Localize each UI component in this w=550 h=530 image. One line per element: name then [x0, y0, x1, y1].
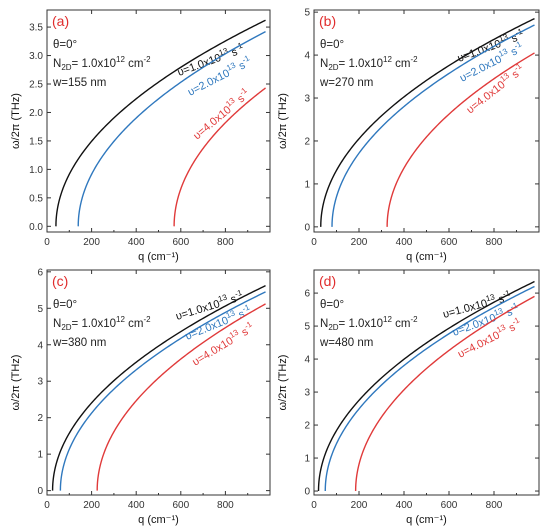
density-label: N2D= 1.0x1012 cm-2 — [53, 55, 151, 72]
x-tick-label: 0 — [44, 237, 50, 248]
theta-label: θ=0° — [320, 299, 344, 311]
y-tick-label: 1 — [37, 450, 43, 461]
x-tick-label: 400 — [396, 237, 413, 248]
y-tick-label: 0 — [37, 486, 43, 497]
chart-panel: 0 200 400 600 800 0 1 2 3 4 5 6 q (cm⁻¹) ω/2π (THz) (d… — [277, 269, 540, 526]
width-label: w=155 nm — [52, 77, 106, 89]
y-tick-label: 1 — [304, 454, 310, 465]
y-tick-label: 1 — [304, 179, 310, 190]
y-tick-label: 6 — [37, 267, 43, 278]
series-line — [354, 295, 535, 492]
x-tick-label: 400 — [128, 237, 145, 248]
y-tick-label: 0 — [304, 222, 310, 233]
y-tick-label: 6 — [304, 289, 310, 300]
y-tick-label: 2.5 — [29, 80, 43, 91]
series-line — [59, 291, 266, 491]
series-label: υ=1.0x1013 s-1 — [175, 41, 246, 79]
series-label: υ=1.0x1013 s-1 — [173, 288, 245, 323]
x-tick-label: 600 — [441, 237, 458, 248]
plot-frame — [313, 9, 540, 233]
x-tick-label: 0 — [311, 237, 317, 248]
series-line — [320, 17, 535, 227]
y-tick-label: 5 — [304, 8, 310, 19]
panel-label: (d) — [319, 273, 336, 289]
y-tick-label: 4 — [37, 340, 43, 351]
x-tick-label: 600 — [172, 500, 189, 511]
y-axis-label: ω/2π (THz) — [10, 355, 22, 411]
y-tick-label: 0.5 — [29, 193, 43, 204]
x-tick-label: 400 — [128, 500, 145, 511]
series-line — [55, 19, 266, 227]
series-line — [77, 31, 266, 227]
y-tick-label: 1.5 — [29, 136, 43, 147]
x-tick-label: 0 — [44, 500, 50, 511]
x-tick-label: 200 — [83, 500, 100, 511]
y-tick-label: 0.0 — [29, 222, 43, 233]
y-axis-label: ω/2π (THz) — [10, 93, 22, 149]
x-tick-label: 800 — [217, 237, 234, 248]
panel-label: (a) — [52, 13, 69, 29]
panel-label: (b) — [319, 13, 336, 29]
y-tick-label: 3 — [304, 94, 310, 105]
series-line — [331, 24, 535, 227]
y-tick-label: 5 — [37, 304, 43, 315]
x-axis-label: q (cm⁻¹) — [138, 514, 179, 526]
y-tick-label: 5 — [304, 322, 310, 333]
y-tick-label: 2 — [304, 421, 310, 432]
theta-label: θ=0° — [320, 39, 344, 51]
y-tick-label: 2 — [37, 413, 43, 424]
series-line — [96, 303, 266, 491]
x-tick-label: 200 — [351, 500, 368, 511]
width-label: w=480 nm — [319, 337, 373, 349]
series-line — [324, 285, 535, 492]
x-tick-label: 800 — [486, 500, 503, 511]
x-tick-label: 600 — [441, 500, 458, 511]
y-tick-label: 0 — [304, 487, 310, 498]
y-axis-label: ω/2π (THz) — [277, 355, 289, 411]
chart-panel: 0 200 400 600 800 0 1 2 3 4 5 6 q (cm⁻¹) ω/2π (THz) (c… — [10, 267, 271, 526]
x-tick-label: 600 — [172, 237, 189, 248]
series-line — [386, 52, 535, 227]
panel-label: (c) — [52, 273, 68, 289]
theta-label: θ=0° — [53, 39, 77, 51]
x-tick-label: 0 — [311, 500, 317, 511]
width-label: w=270 nm — [319, 77, 373, 89]
series-line — [317, 280, 535, 492]
series-line — [51, 285, 266, 491]
y-tick-label: 3.5 — [29, 23, 43, 34]
y-axis-label: ω/2π (THz) — [277, 93, 289, 149]
y-tick-label: 2.0 — [29, 108, 43, 119]
x-tick-label: 800 — [486, 237, 503, 248]
y-tick-label: 2 — [304, 136, 310, 147]
series-label: υ=1.0x1013 s-1 — [441, 288, 513, 321]
x-tick-label: 400 — [396, 500, 413, 511]
y-tick-label: 3 — [37, 377, 43, 388]
theta-label: θ=0° — [53, 299, 77, 311]
y-tick-label: 4 — [304, 355, 310, 366]
y-tick-label: 3 — [304, 388, 310, 399]
x-tick-label: 800 — [217, 500, 234, 511]
series-line — [173, 87, 266, 227]
density-label: N2D= 1.0x1012 cm-2 — [53, 315, 151, 332]
chart-panel: 0 200 400 600 800 0 1 2 3 4 5 q (cm⁻¹) ω/2π (THz) (b)… — [277, 8, 540, 263]
width-label: w=380 nm — [52, 337, 106, 349]
y-tick-label: 4 — [304, 51, 310, 62]
x-axis-label: q (cm⁻¹) — [406, 514, 447, 526]
density-label: N2D= 1.0x1012 cm-2 — [320, 55, 418, 72]
x-tick-label: 200 — [351, 237, 368, 248]
chart-panel: 0 200 400 600 800 0.0 0.5 1.0 1.5 2.0 2.5 3.0 3.5 q (… — [10, 9, 271, 263]
density-label: N2D= 1.0x1012 cm-2 — [320, 315, 418, 332]
y-tick-label: 1.0 — [29, 165, 43, 176]
x-tick-label: 200 — [83, 237, 100, 248]
x-axis-label: q (cm⁻¹) — [138, 251, 179, 263]
x-axis-label: q (cm⁻¹) — [406, 251, 447, 263]
y-tick-label: 3.0 — [29, 51, 43, 62]
